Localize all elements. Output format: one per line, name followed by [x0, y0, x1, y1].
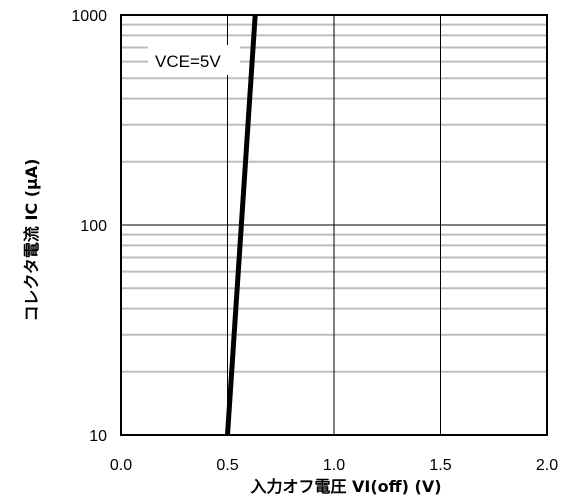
- x-tick-label: 0.5: [216, 457, 238, 474]
- annotation-box: [148, 45, 240, 75]
- x-tick-label: 0.0: [110, 457, 132, 474]
- x-tick-label: 2.0: [536, 457, 558, 474]
- annotation-text: VCE=5V: [155, 52, 221, 71]
- annotation: VCE=5V: [148, 45, 240, 75]
- y-tick-label: 10: [89, 428, 107, 445]
- y-tick-labels: 10 100 1000: [71, 8, 107, 445]
- x-axis-title: 入力オフ電圧 VI(off) (V): [250, 477, 441, 496]
- y-tick-label: 100: [80, 218, 107, 235]
- series-line: [225, 14, 258, 436]
- y-tick-label: 1000: [71, 8, 107, 25]
- series-layer: [225, 14, 258, 436]
- x-tick-label: 1.0: [323, 457, 345, 474]
- plot-frame: [120, 14, 548, 436]
- y-axis-title: コレクタ電流 IC (μA): [22, 159, 41, 322]
- x-tick-labels: 0.0 0.5 1.0 1.5 2.0: [110, 457, 558, 474]
- x-tick-label: 1.5: [429, 457, 451, 474]
